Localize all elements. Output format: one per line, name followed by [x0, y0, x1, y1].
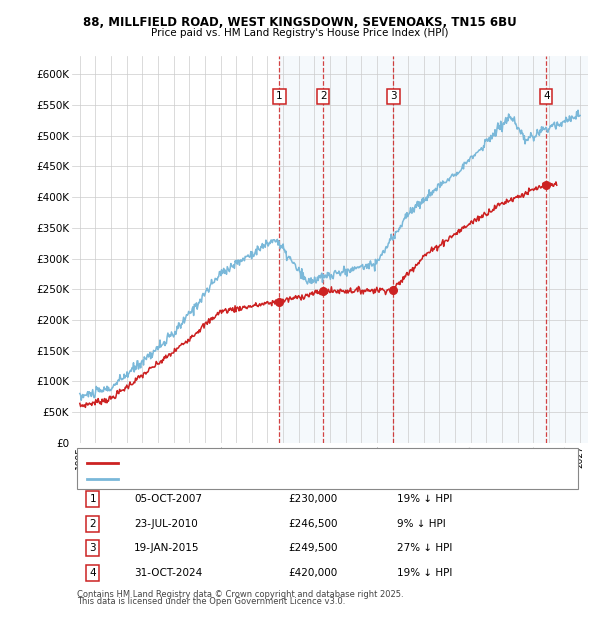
- Text: 05-OCT-2007: 05-OCT-2007: [134, 494, 202, 504]
- Text: £230,000: £230,000: [289, 494, 338, 504]
- Text: 31-OCT-2024: 31-OCT-2024: [134, 568, 202, 578]
- Text: 19% ↓ HPI: 19% ↓ HPI: [397, 494, 452, 504]
- Text: Contains HM Land Registry data © Crown copyright and database right 2025.: Contains HM Land Registry data © Crown c…: [77, 590, 404, 599]
- Bar: [394, 56, 546, 443]
- Text: 3: 3: [390, 91, 397, 102]
- Text: 19-JAN-2015: 19-JAN-2015: [134, 543, 199, 553]
- Text: 88, MILLFIELD ROAD, WEST KINGSDOWN, SEVENOAKS, TN15 6BU (semi-detached house): 88, MILLFIELD ROAD, WEST KINGSDOWN, SEVE…: [129, 458, 530, 467]
- Text: 2: 2: [89, 518, 96, 529]
- Text: 9% ↓ HPI: 9% ↓ HPI: [397, 518, 446, 529]
- Text: 88, MILLFIELD ROAD, WEST KINGSDOWN, SEVENOAKS, TN15 6BU: 88, MILLFIELD ROAD, WEST KINGSDOWN, SEVE…: [83, 16, 517, 29]
- Text: 4: 4: [89, 568, 96, 578]
- Text: This data is licensed under the Open Government Licence v3.0.: This data is licensed under the Open Gov…: [77, 597, 346, 606]
- Text: 3: 3: [89, 543, 96, 553]
- Bar: [280, 56, 323, 443]
- Text: HPI: Average price, semi-detached house, Sevenoaks: HPI: Average price, semi-detached house,…: [129, 475, 370, 484]
- Text: 2: 2: [320, 91, 326, 102]
- Text: 23-JUL-2010: 23-JUL-2010: [134, 518, 197, 529]
- Text: 27% ↓ HPI: 27% ↓ HPI: [397, 543, 452, 553]
- Text: 1: 1: [89, 494, 96, 504]
- Text: 19% ↓ HPI: 19% ↓ HPI: [397, 568, 452, 578]
- Text: £249,500: £249,500: [289, 543, 338, 553]
- Text: 1: 1: [276, 91, 283, 102]
- Text: £246,500: £246,500: [289, 518, 338, 529]
- Text: Price paid vs. HM Land Registry's House Price Index (HPI): Price paid vs. HM Land Registry's House …: [151, 28, 449, 38]
- Bar: [546, 56, 588, 443]
- Bar: [323, 56, 394, 443]
- Text: 4: 4: [543, 91, 550, 102]
- FancyBboxPatch shape: [77, 448, 578, 489]
- Text: £420,000: £420,000: [289, 568, 338, 578]
